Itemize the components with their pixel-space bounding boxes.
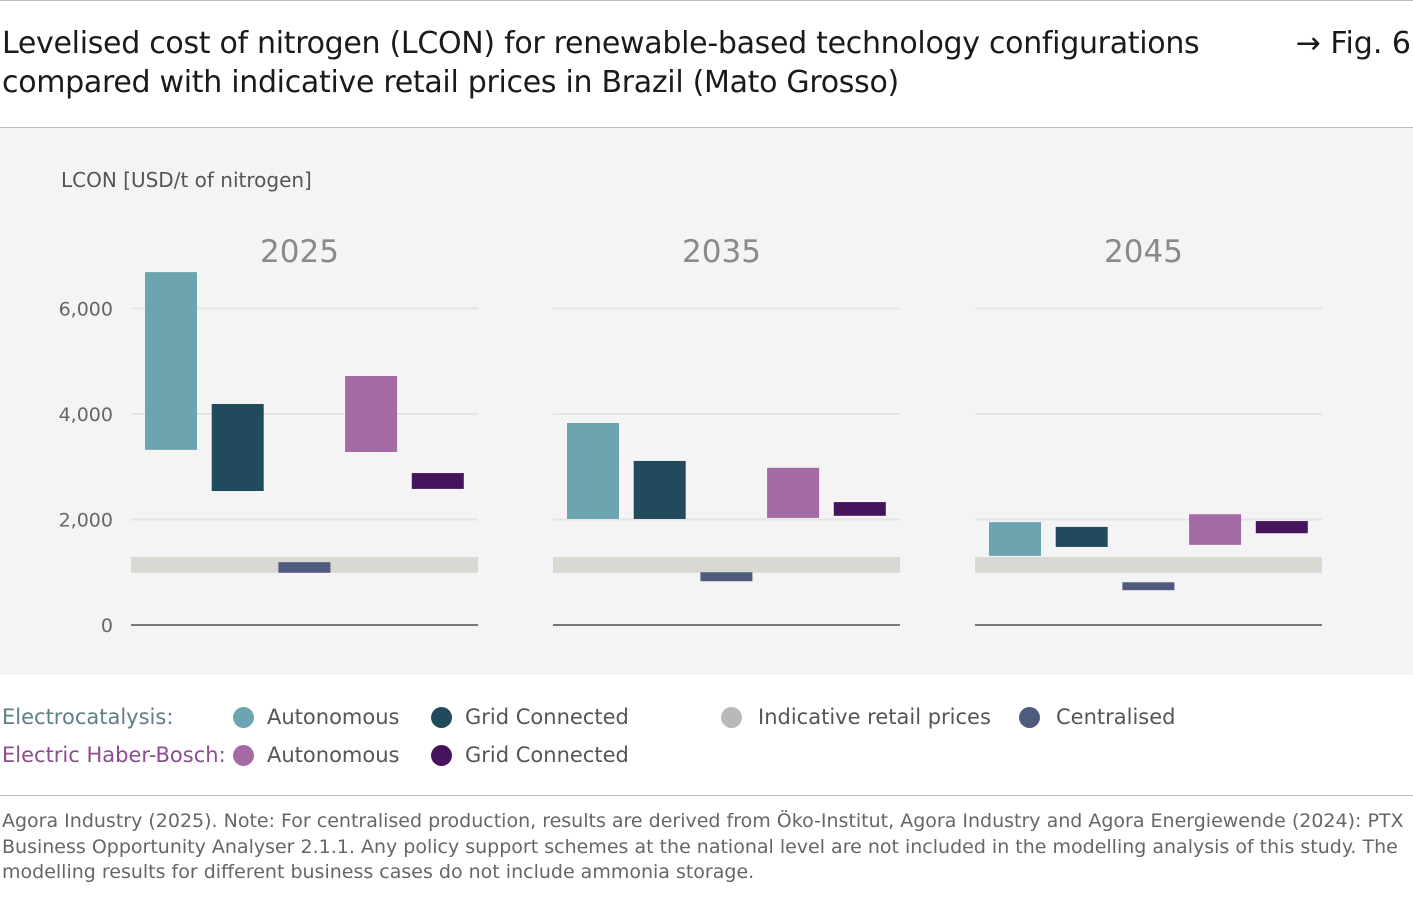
- bar-electric-haber-bosch-autonomous-2035: [767, 467, 820, 518]
- bar-electric-haber-bosch-autonomous-2025: [345, 376, 398, 452]
- legend-dot: [431, 744, 452, 766]
- legend-ec-grid: Grid Connected: [431, 705, 629, 729]
- legend-text: Grid Connected: [465, 743, 629, 767]
- legend-ec-autonomous: Autonomous: [233, 705, 399, 729]
- y-tick-label: 0: [101, 615, 113, 637]
- legend-hb-autonomous: Autonomous: [233, 743, 399, 767]
- legend-haber-bosch-label: Electric Haber-Bosch:: [2, 743, 226, 767]
- legend-centralised: Centralised: [1019, 705, 1176, 729]
- legend-text: Grid Connected: [465, 705, 629, 729]
- legend-dot: [431, 706, 452, 728]
- legend-hb-grid: Grid Connected: [431, 743, 629, 767]
- chart-title: Levelised cost of nitrogen (LCON) for re…: [2, 26, 1200, 100]
- bar-electrocatalysis-autonomous-2035: [567, 422, 619, 519]
- title-rule: [0, 127, 1413, 128]
- bar-electrocatalysis-grid-connected-2045: [1055, 526, 1108, 547]
- y-tick-label: 6,000: [59, 299, 113, 321]
- panel-title: 2045: [1104, 234, 1183, 270]
- chart-svg: LCON [USD/t of nitrogen] 0 2,000 4,000 6,00…: [59, 168, 1322, 637]
- y-tick-label: 4,000: [59, 404, 113, 426]
- bar-centralised-2045: [1122, 582, 1175, 591]
- panel-title: 2025: [260, 234, 339, 270]
- legend-text: Indicative retail prices: [758, 705, 991, 729]
- legend-text: Autonomous: [267, 705, 400, 729]
- footnote: Agora Industry (2025). Note: For central…: [2, 810, 1404, 883]
- y-axis-label: LCON [USD/t of nitrogen]: [61, 168, 312, 192]
- bar-electrocatalysis-autonomous-2025: [145, 272, 197, 450]
- bar-electric-haber-bosch-grid-connected-2035: [833, 502, 886, 516]
- bar-electrocatalysis-grid-connected-2025: [211, 403, 264, 492]
- legend-text: Centralised: [1056, 705, 1176, 729]
- bar-electrocatalysis-autonomous-2045: [989, 522, 1041, 556]
- legend-electrocatalysis-label: Electrocatalysis:: [2, 705, 174, 729]
- bar-electrocatalysis-grid-connected-2035: [633, 460, 686, 519]
- bar-electric-haber-bosch-grid-connected-2045: [1255, 521, 1308, 534]
- retail-price-band: [553, 556, 900, 573]
- bar-electric-haber-bosch-autonomous-2045: [1189, 514, 1242, 545]
- legend-dot: [233, 706, 254, 728]
- top-rule: [0, 0, 1413, 1]
- y-tick-label: 2,000: [59, 510, 113, 532]
- legend-text: Autonomous: [267, 743, 400, 767]
- panel-title: 2035: [682, 234, 761, 270]
- bar-centralised-2035: [700, 572, 753, 582]
- legend-dot: [721, 706, 742, 728]
- bar-centralised-2025: [278, 562, 331, 573]
- legend-retail: Indicative retail prices: [721, 705, 991, 729]
- legend-dot: [233, 744, 254, 766]
- plot-area: LCON [USD/t of nitrogen] 0 2,000 4,000 6,00…: [0, 128, 1413, 675]
- bar-electric-haber-bosch-grid-connected-2025: [411, 473, 464, 489]
- figure-label: → Fig. 6: [1295, 26, 1411, 61]
- footnote-rule: [0, 795, 1413, 796]
- retail-price-band: [975, 556, 1322, 573]
- legend-dot: [1019, 706, 1040, 728]
